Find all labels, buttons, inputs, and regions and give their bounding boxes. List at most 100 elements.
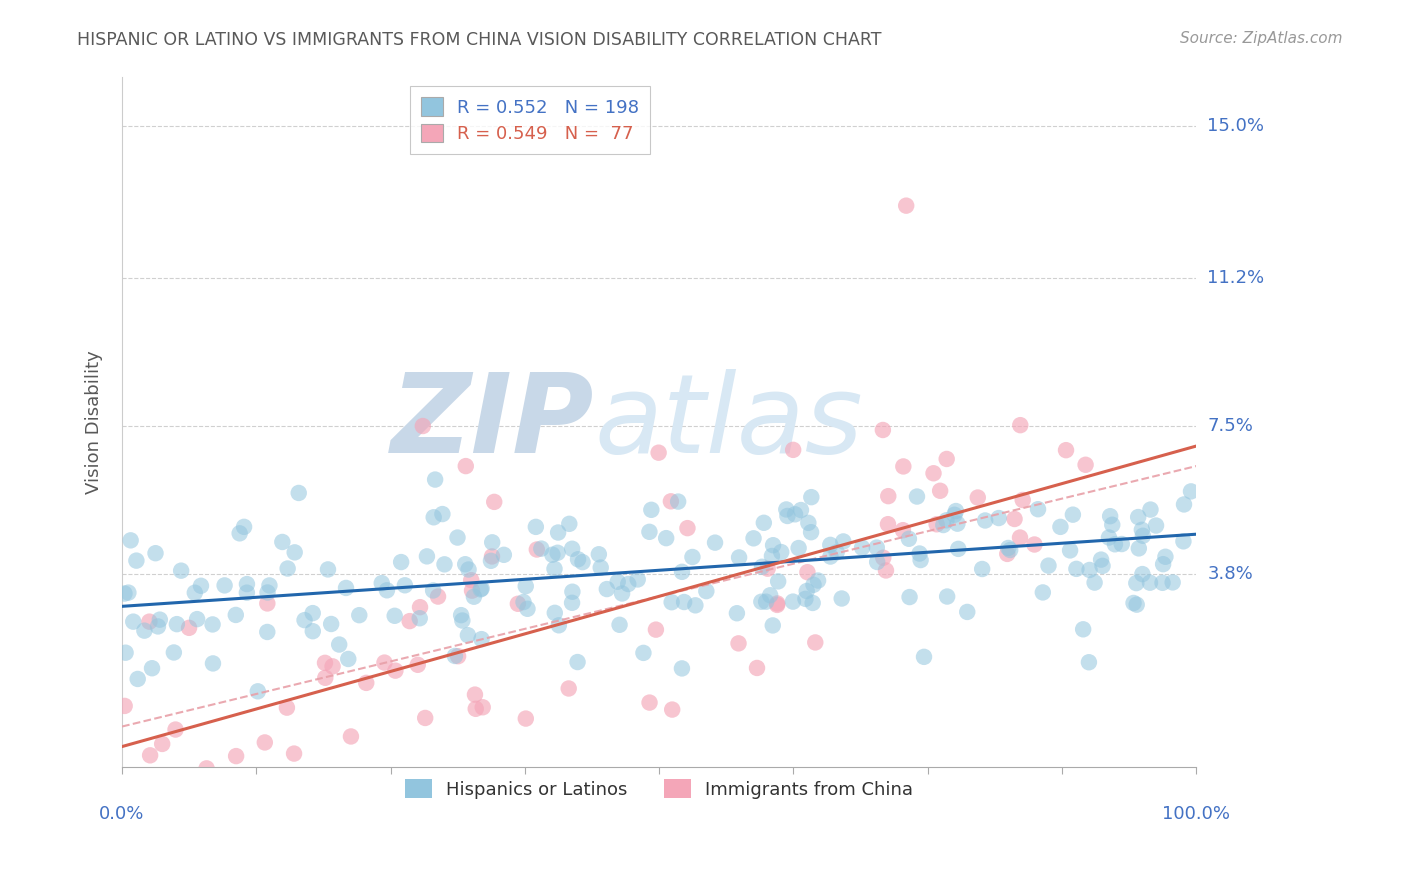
Point [1059,543,1081,558]
Point [1010,418,1032,433]
Point [782,594,804,608]
Point [775,502,797,516]
Point [567,552,589,566]
Point [233,520,256,534]
Point [256,624,278,639]
Point [728,550,751,565]
Point [464,688,486,702]
Point [276,700,298,714]
Point [1098,531,1121,545]
Point [972,562,994,576]
Point [314,671,336,685]
Point [236,585,259,599]
Point [1066,562,1088,576]
Point [943,508,966,522]
Point [877,517,900,532]
Point [195,761,218,775]
Point [1049,520,1071,534]
Text: 15.0%: 15.0% [1208,117,1264,135]
Point [208,783,231,797]
Point [1139,575,1161,590]
Point [797,516,820,530]
Point [166,617,188,632]
Point [948,541,970,556]
Point [547,546,569,560]
Point [633,646,655,660]
Point [782,442,804,457]
Point [256,585,278,599]
Point [398,614,420,628]
Point [681,549,703,564]
Point [872,423,894,437]
Point [117,585,139,599]
Y-axis label: Vision Disability: Vision Disability [86,351,103,494]
Point [1152,575,1174,590]
Point [800,525,823,540]
Point [1099,509,1122,524]
Point [796,565,818,579]
Point [256,597,278,611]
Point [409,600,432,615]
Point [524,520,547,534]
Point [770,545,793,559]
Point [946,516,969,531]
Point [316,562,339,576]
Point [259,578,281,592]
Point [756,562,779,576]
Point [966,491,988,505]
Point [766,597,789,611]
Point [354,676,377,690]
Point [201,617,224,632]
Point [1111,537,1133,551]
Text: 7.5%: 7.5% [1208,417,1253,435]
Point [596,582,619,596]
Point [134,624,156,638]
Point [141,661,163,675]
Point [998,543,1021,558]
Point [872,550,894,565]
Point [755,595,778,609]
Point [120,533,142,548]
Point [1101,517,1123,532]
Point [457,628,479,642]
Point [127,672,149,686]
Point [661,595,683,609]
Point [749,595,772,609]
Point [567,655,589,669]
Point [484,495,506,509]
Point [149,613,172,627]
Point [470,582,492,597]
Point [544,606,567,620]
Point [516,602,538,616]
Text: 11.2%: 11.2% [1208,268,1264,286]
Point [609,617,631,632]
Point [922,467,945,481]
Point [394,578,416,592]
Point [589,560,612,574]
Point [433,558,456,572]
Point [201,657,224,671]
Point [322,659,344,673]
Point [671,565,693,579]
Point [898,590,921,604]
Point [526,542,548,557]
Point [794,591,817,606]
Point [704,535,727,549]
Point [617,577,640,591]
Point [165,723,187,737]
Point [638,696,661,710]
Point [1104,537,1126,551]
Text: 0.0%: 0.0% [100,805,145,823]
Point [444,648,467,663]
Point [659,494,682,508]
Point [801,596,824,610]
Point [492,548,515,562]
Point [389,555,412,569]
Point [506,597,529,611]
Point [471,582,494,596]
Point [831,591,853,606]
Text: ZIP: ZIP [391,368,595,475]
Point [373,656,395,670]
Point [1077,655,1099,669]
Point [464,702,486,716]
